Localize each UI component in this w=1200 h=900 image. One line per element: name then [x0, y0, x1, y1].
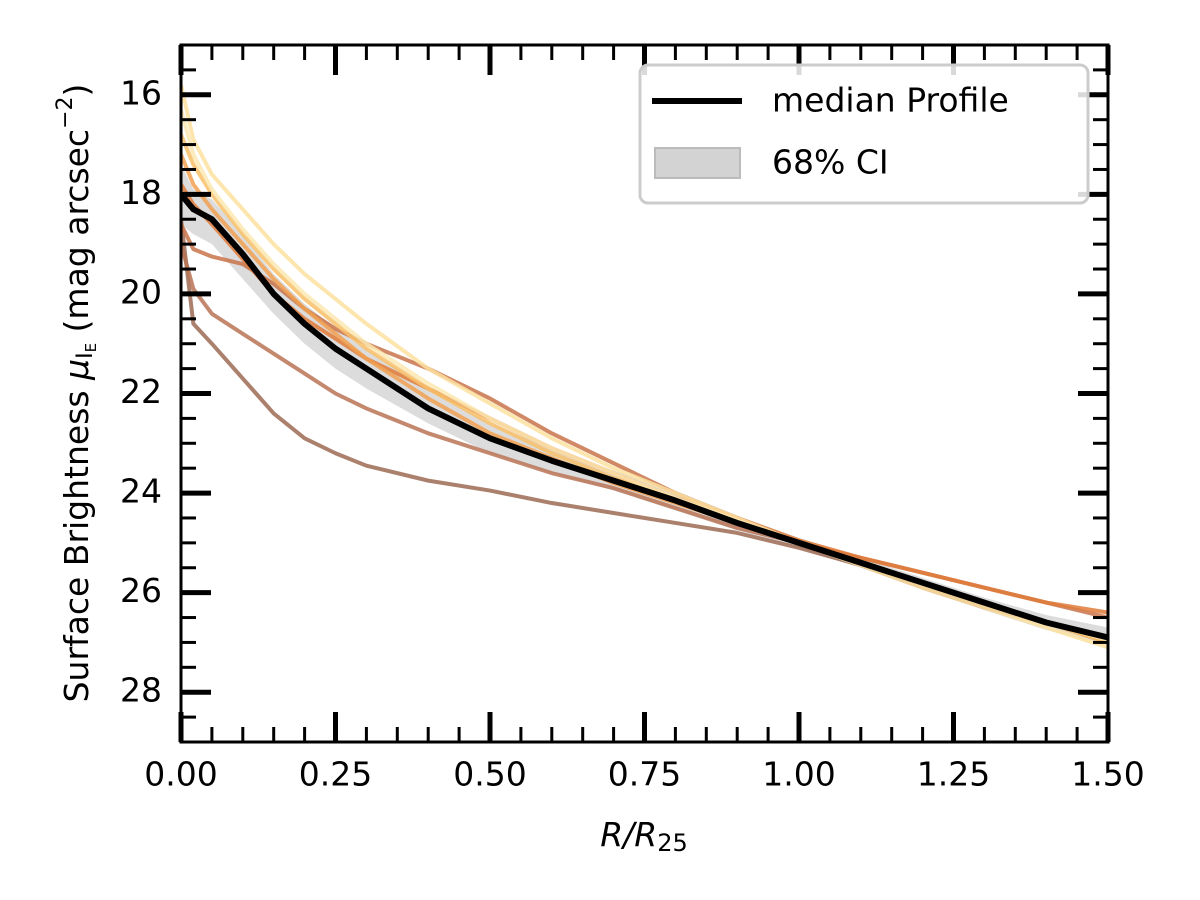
x-tick-label: 1.00	[762, 755, 835, 794]
profile-line	[181, 223, 1108, 620]
x-tick-label: 0.00	[144, 755, 217, 794]
profile-line	[181, 183, 1108, 615]
y-label-part: Surface Brightness	[57, 380, 96, 702]
ci-band	[181, 164, 1108, 645]
y-axis-label: Surface Brightness μIE (mag arcsec−2)	[53, 84, 100, 703]
y-label-part: (mag arcsec	[57, 129, 96, 343]
y-tick-label: 20	[120, 272, 162, 311]
legend-box	[638, 63, 1090, 205]
profile-line	[181, 133, 1108, 645]
legend: median Profile 68% CI	[638, 63, 1090, 205]
y-tick-label: 24	[120, 472, 162, 511]
y-tick-label: 28	[120, 671, 162, 710]
x-tick-label: 0.50	[453, 755, 526, 794]
y-label-part: I	[73, 352, 98, 359]
x-tick-label: 0.25	[299, 755, 372, 794]
legend-patch	[654, 147, 741, 179]
median-line	[181, 192, 1108, 641]
axes	[178, 43, 1111, 744]
y-tick-label: 18	[120, 173, 162, 212]
x-tick-label: 0.75	[608, 755, 681, 794]
profile-line	[181, 153, 1108, 645]
profile-line	[181, 84, 1108, 650]
x-axis-label: R/R25	[600, 815, 688, 858]
y-tick-label: 26	[120, 571, 162, 610]
profile-line	[181, 219, 1108, 640]
x-tick-label: 1.25	[917, 755, 990, 794]
y-label-part: −2	[53, 96, 78, 128]
x-label-sub: 25	[657, 829, 688, 857]
y-tick-label: 22	[120, 372, 162, 411]
y-label-part: E	[82, 343, 100, 352]
x-tick-label: 1.50	[1071, 755, 1144, 794]
y-label-part: μ	[57, 359, 96, 381]
y-label-part: )	[57, 84, 96, 97]
legend-label: median Profile	[772, 81, 1009, 120]
legend-label: 68% CI	[772, 143, 889, 182]
plot-area	[181, 84, 1108, 650]
y-tick-label: 16	[120, 73, 162, 112]
x-label-main: R/R	[600, 815, 657, 854]
